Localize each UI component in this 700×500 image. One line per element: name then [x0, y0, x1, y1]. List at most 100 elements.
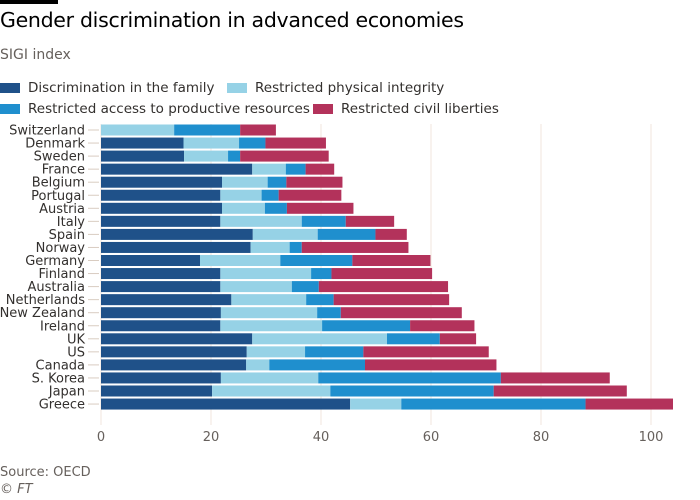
- bar-resources: [387, 333, 440, 345]
- legend-swatch-civil: [313, 104, 333, 114]
- bar-resources: [401, 398, 586, 410]
- x-tick-label: 0: [97, 430, 105, 445]
- bar-resources: [322, 320, 411, 332]
- chart-title: Gender discrimination in advanced econom…: [0, 8, 464, 32]
- category-label: Spain: [49, 228, 85, 243]
- bar-family: [101, 268, 221, 280]
- category-label: Japan: [48, 385, 85, 400]
- category-label: Ireland: [40, 319, 85, 334]
- bar-resources: [289, 241, 302, 253]
- x-tick-label: 100: [639, 430, 664, 445]
- bar-resources: [261, 189, 279, 201]
- category-label: Netherlands: [6, 293, 85, 308]
- category-label: Switzerland: [9, 124, 85, 139]
- bar-family: [101, 241, 251, 253]
- bar-resources: [174, 124, 241, 136]
- bar-family: [101, 202, 222, 214]
- bar-resources: [317, 307, 341, 319]
- bar-family: [101, 359, 247, 371]
- bar-civil: [493, 385, 627, 397]
- category-label: Norway: [36, 241, 86, 256]
- bar-civil: [301, 241, 409, 253]
- bar-family: [101, 294, 232, 306]
- bar-physical: [222, 202, 265, 214]
- category-label: Canada: [36, 358, 85, 373]
- category-label: France: [42, 163, 85, 178]
- category-label: Germany: [25, 254, 85, 269]
- bar-civil: [365, 359, 497, 371]
- bar-resources: [330, 385, 494, 397]
- bar-resources: [305, 346, 364, 358]
- bar-family: [101, 372, 221, 384]
- bar-family: [101, 228, 253, 240]
- bar-physical: [222, 176, 268, 188]
- bar-physical: [212, 385, 331, 397]
- chart-subtitle: SIGI index: [0, 47, 71, 63]
- bar-resources: [317, 228, 376, 240]
- bar-family: [101, 163, 253, 175]
- legend-label-family: Discrimination in the family: [28, 80, 215, 96]
- bar-civil: [439, 333, 477, 345]
- bar-physical: [231, 294, 307, 306]
- bar-family: [101, 385, 213, 397]
- legend-swatch-resources: [0, 104, 20, 114]
- bar-family: [101, 320, 221, 332]
- bar-physical: [220, 268, 312, 280]
- category-label: Portugal: [31, 189, 85, 204]
- x-tick-label: 80: [533, 430, 550, 445]
- bar-resources: [269, 359, 365, 371]
- bar-family: [101, 346, 247, 358]
- legend-label-physical: Restricted physical integrity: [255, 80, 445, 96]
- bar-civil: [265, 137, 326, 149]
- x-tick-label: 60: [423, 430, 440, 445]
- category-label: Australia: [27, 280, 85, 295]
- bar-civil: [286, 202, 354, 214]
- bar-physical: [252, 333, 387, 345]
- bar-resources: [228, 150, 241, 162]
- legend-swatch-physical: [227, 83, 247, 93]
- bar-civil: [410, 320, 475, 332]
- copyright-note: © FT: [0, 482, 33, 497]
- bar-physical: [220, 372, 319, 384]
- bar-family: [101, 215, 221, 227]
- category-label: Italy: [57, 215, 86, 230]
- legend-label-civil: Restricted civil liberties: [341, 101, 499, 117]
- bar-family: [101, 189, 221, 201]
- brand-top-bar: [0, 0, 58, 4]
- bar-physical: [252, 163, 286, 175]
- bar-civil: [318, 281, 449, 293]
- legend-item-physical: Restricted physical integrity: [227, 80, 444, 96]
- bar-physical: [183, 137, 240, 149]
- bar-family: [101, 333, 253, 345]
- bar-civil: [240, 150, 329, 162]
- source-note: Source: OECD: [0, 465, 91, 480]
- bar-resources: [301, 215, 346, 227]
- category-label: Austria: [39, 202, 85, 217]
- category-label: Sweden: [34, 150, 85, 165]
- bar-resources: [285, 163, 306, 175]
- bar-family: [101, 176, 222, 188]
- bar-family: [101, 281, 221, 293]
- bar-resources: [318, 372, 501, 384]
- bar-civil: [340, 307, 462, 319]
- bar-civil: [585, 398, 673, 410]
- bar-civil: [345, 215, 395, 227]
- bar-civil: [240, 124, 276, 136]
- bar-physical: [220, 189, 262, 201]
- bar-physical: [252, 228, 318, 240]
- bar-civil: [305, 163, 335, 175]
- bar-civil: [363, 346, 489, 358]
- category-label: Finland: [39, 267, 85, 282]
- bar-resources: [306, 294, 334, 306]
- legend-item-family: Discrimination in the family: [0, 80, 215, 96]
- category-label: Denmark: [25, 137, 85, 152]
- bar-family: [101, 255, 200, 266]
- category-label: Belgium: [32, 176, 85, 191]
- bar-physical: [246, 346, 306, 358]
- bar-civil: [500, 372, 610, 384]
- bar-physical: [250, 241, 290, 253]
- bar-resources: [264, 202, 287, 214]
- legend-label-resources: Restricted access to productive resource…: [28, 101, 310, 117]
- category-label: New Zealand: [0, 306, 85, 321]
